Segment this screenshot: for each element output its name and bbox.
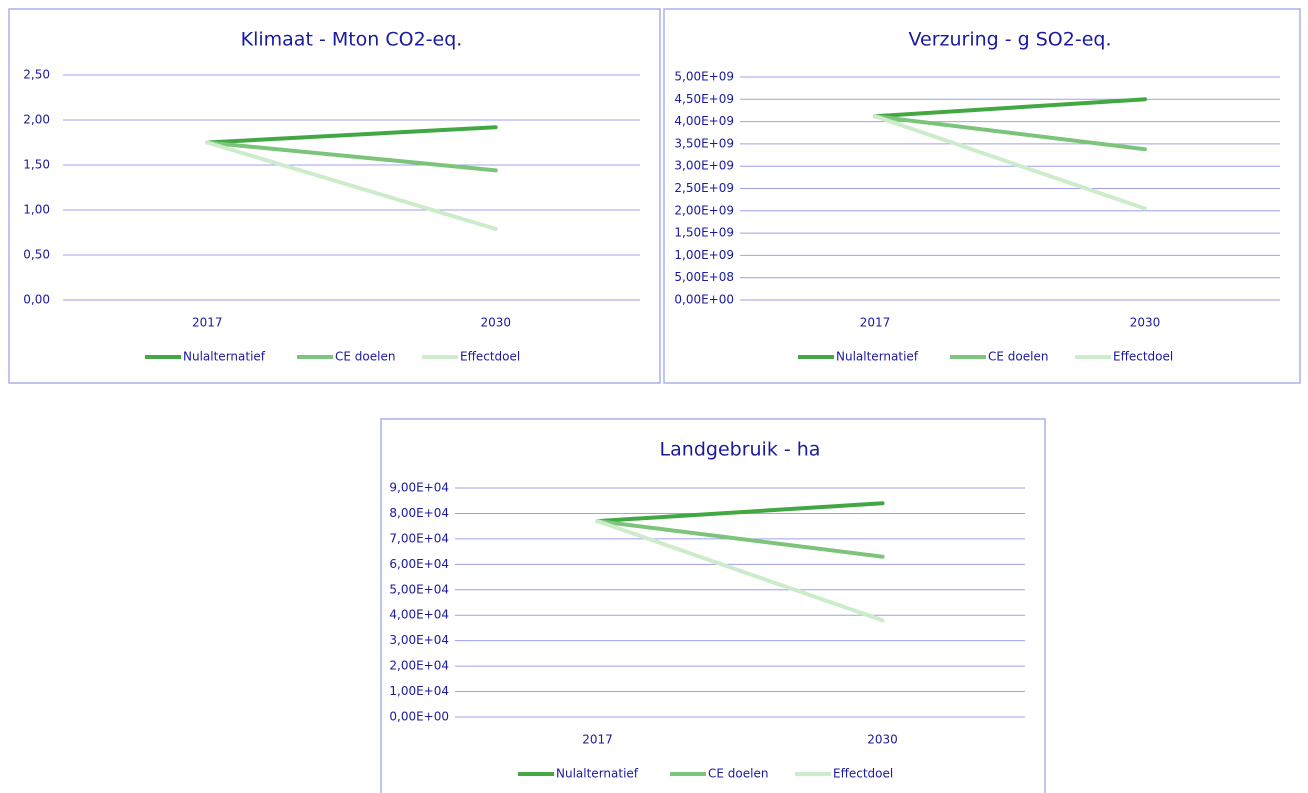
series-line: [205, 125, 498, 145]
x-tick-label: 2030: [480, 316, 511, 330]
x-tick-label: 2017: [582, 733, 613, 747]
y-tick-label: 1,00E+04: [389, 684, 449, 698]
x-tick-label: 2030: [1130, 316, 1161, 330]
chart-title: Landgebruik - ha: [660, 439, 821, 461]
series-line: [873, 97, 1147, 119]
y-tick-label: 3,00E+09: [674, 159, 734, 173]
legend-label: CE doelen: [708, 767, 768, 781]
y-tick-label: 2,00E+09: [674, 203, 734, 217]
chart-frame: [663, 8, 1301, 384]
y-tick-label: 3,50E+09: [674, 136, 734, 150]
y-tick-label: 4,00E+09: [674, 114, 734, 128]
y-tick-label: 2,00E+04: [389, 659, 449, 673]
series-line: [873, 114, 1147, 211]
legend-label: CE doelen: [988, 350, 1048, 364]
chart-frame: [8, 8, 661, 384]
y-tick-label: 5,00E+09: [674, 70, 734, 84]
legend-label: Effectdoel: [460, 350, 520, 364]
chart-frame: [380, 418, 1046, 793]
y-tick-label: 0,00E+00: [674, 293, 734, 307]
legend-label: Effectdoel: [1113, 350, 1173, 364]
y-tick-label: 4,00E+04: [389, 608, 449, 622]
y-tick-label: 0,00: [23, 293, 50, 307]
y-tick-label: 6,00E+04: [389, 557, 449, 571]
y-tick-label: 7,00E+04: [389, 531, 449, 545]
y-tick-label: 4,50E+09: [674, 92, 734, 106]
y-tick-label: 2,50E+09: [674, 181, 734, 195]
y-tick-label: 5,00E+04: [389, 582, 449, 596]
series-line: [205, 140, 498, 231]
x-tick-label: 2017: [192, 316, 223, 330]
x-tick-label: 2030: [867, 733, 898, 747]
legend-label: CE doelen: [335, 350, 395, 364]
y-tick-label: 0,50: [23, 248, 50, 262]
y-tick-label: 2,50: [23, 68, 50, 82]
y-tick-label: 1,50E+09: [674, 226, 734, 240]
legend-label: Effectdoel: [833, 767, 893, 781]
series-line: [873, 114, 1147, 152]
chart-title: Verzuring - g SO2-eq.: [908, 29, 1111, 51]
y-tick-label: 0,00E+00: [389, 710, 449, 724]
y-tick-label: 2,00: [23, 113, 50, 127]
y-tick-label: 1,00: [23, 203, 50, 217]
series-line: [205, 140, 498, 173]
y-tick-label: 8,00E+04: [389, 506, 449, 520]
series-line: [595, 519, 885, 623]
y-tick-label: 1,00E+09: [674, 248, 734, 262]
legend-label: Nulalternatief: [183, 350, 266, 364]
legend-label: Nulalternatief: [836, 350, 919, 364]
series-line: [595, 519, 885, 559]
legend-label: Nulalternatief: [556, 767, 639, 781]
y-tick-label: 3,00E+04: [389, 633, 449, 647]
series-line: [595, 501, 885, 524]
y-tick-label: 9,00E+04: [389, 481, 449, 495]
y-tick-label: 5,00E+08: [674, 270, 734, 284]
chart-title: Klimaat - Mton CO2-eq.: [241, 29, 463, 51]
x-tick-label: 2017: [860, 316, 891, 330]
y-tick-label: 1,50: [23, 158, 50, 172]
